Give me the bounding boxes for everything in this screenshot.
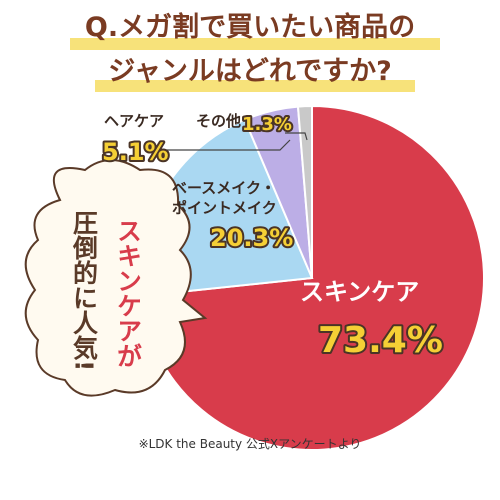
- chart-title: Q.メガ割で買いたい商品の: [85, 11, 415, 43]
- pie-slice: [296, 104, 313, 279]
- callout-text: スキンケアが: [114, 218, 143, 368]
- category-label: その他: [196, 112, 241, 130]
- value-label: 20.3%: [210, 224, 293, 252]
- category-label: ベースメイク・ポイントメイク: [172, 179, 277, 217]
- callout-text: 圧倒的に人気!: [70, 210, 100, 371]
- category-label-box: ベースメイク・ポイントメイク: [172, 179, 277, 217]
- title-highlight: [70, 38, 440, 50]
- callout-bubble: [24, 159, 208, 397]
- value-label: 73.4%: [318, 320, 443, 361]
- title-highlight: [95, 80, 415, 92]
- leader-line: [165, 139, 291, 151]
- category-label: スキンケア: [300, 278, 419, 306]
- leader-line: [285, 132, 308, 141]
- value-label: 1.3%: [242, 114, 292, 135]
- category-label: ヘアケア: [104, 112, 164, 130]
- chart-title: ジャンルはどれですか?: [108, 56, 392, 87]
- value-label: 5.1%: [102, 138, 169, 166]
- source-note: ※LDK the Beauty 公式Xアンケートより: [139, 437, 362, 451]
